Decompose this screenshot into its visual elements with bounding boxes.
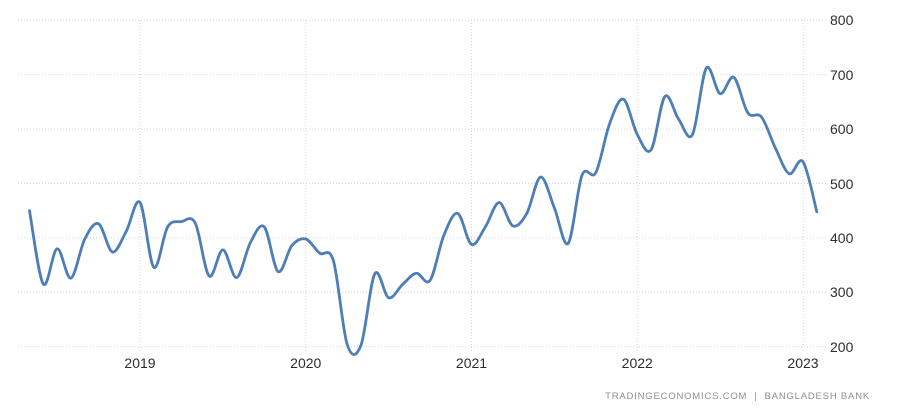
x-tick-label: 2023 [787, 355, 819, 371]
y-tick-label: 400 [830, 229, 854, 246]
y-tick-label: 300 [830, 284, 854, 301]
x-tick-label: 2021 [455, 355, 488, 371]
x-tick-label: 2019 [124, 355, 156, 371]
data-series-line [28, 65, 819, 356]
x-tick-label: 2020 [290, 355, 322, 371]
x-tick-label: 2022 [621, 355, 653, 371]
y-tick-label: 500 [830, 175, 854, 192]
y-tick-label: 200 [830, 338, 854, 355]
source-provider-label: BANGLADESH BANK [764, 391, 870, 402]
y-tick-label: 700 [830, 66, 854, 83]
footer-separator: | [754, 391, 758, 402]
y-tick-label: 800 [830, 12, 854, 29]
source-site-link[interactable]: TRADINGECONOMICS.COM [605, 391, 748, 402]
attribution-footer: TRADINGECONOMICS.COM | BANGLADESH BANK [605, 391, 870, 402]
y-tick-label: 600 [830, 121, 854, 138]
